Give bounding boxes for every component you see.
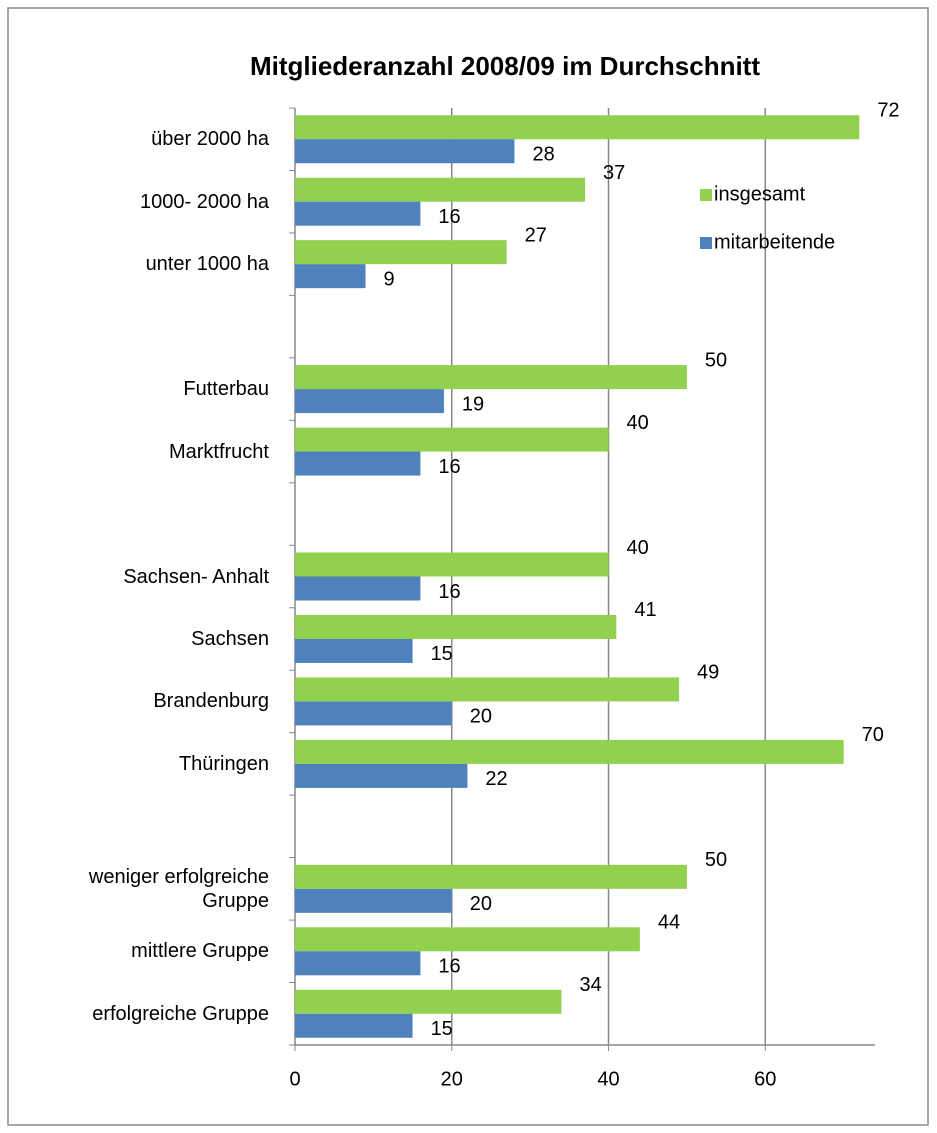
y-tick-label: Thüringen	[178, 752, 269, 775]
bar	[295, 1013, 413, 1038]
bar	[295, 638, 413, 663]
bar	[295, 951, 421, 976]
bar	[295, 427, 609, 452]
y-tick-label: Brandenburg	[153, 690, 269, 713]
bar	[295, 614, 617, 639]
value-label: 40	[627, 537, 649, 559]
value-label: 50	[705, 349, 727, 371]
bar	[295, 763, 468, 788]
value-label: 44	[658, 912, 680, 934]
x-tick-label: 0	[289, 1068, 300, 1090]
value-label: 16	[438, 956, 460, 978]
y-tick-label: weniger erfolgreiche Gruppe	[88, 865, 269, 912]
value-label: 70	[862, 724, 884, 746]
bar	[295, 864, 687, 889]
value-label: 27	[525, 224, 547, 246]
y-tick-label: mittlere Gruppe	[131, 940, 269, 963]
bar	[295, 177, 585, 202]
bar	[295, 989, 562, 1014]
chart-title: Mitgliederanzahl 2008/09 im Durchschnitt	[250, 51, 760, 81]
value-label: 50	[705, 849, 727, 871]
bar	[295, 677, 680, 702]
bar	[295, 739, 844, 764]
bar	[295, 201, 421, 226]
value-label: 20	[470, 893, 492, 915]
value-label: 28	[532, 144, 554, 166]
value-label: 22	[485, 768, 507, 790]
legend-swatch	[700, 237, 712, 249]
x-tick-label: 40	[597, 1068, 619, 1090]
legend-label: insgesamt	[714, 183, 806, 205]
y-tick-label: unter 1000 ha	[145, 253, 269, 276]
bar	[295, 115, 860, 140]
bar	[295, 927, 640, 952]
value-label: 15	[431, 1018, 453, 1040]
value-label: 16	[438, 206, 460, 228]
bar	[295, 365, 687, 390]
y-tick-label: Futterbau	[183, 378, 269, 401]
value-label: 49	[697, 662, 719, 684]
chart-border	[7, 7, 929, 1126]
y-tick-label: über 2000 ha	[151, 128, 269, 151]
value-label: 72	[877, 100, 899, 122]
value-label: 40	[627, 412, 649, 434]
y-tick-label: Sachsen- Anhalt	[123, 565, 269, 588]
value-label: 19	[462, 393, 484, 415]
x-tick-label: 20	[441, 1068, 463, 1090]
value-label: 15	[431, 643, 453, 665]
bar	[295, 139, 515, 164]
legend-label: mitarbeitende	[714, 231, 835, 253]
bar	[295, 264, 366, 289]
value-label: 16	[438, 581, 460, 603]
bar	[295, 240, 507, 265]
y-tick-label: 1000- 2000 ha	[139, 190, 269, 213]
bar	[295, 576, 421, 601]
bar	[295, 451, 421, 476]
value-label: 20	[470, 706, 492, 728]
bar	[295, 701, 452, 726]
value-label: 9	[384, 268, 395, 290]
y-tick-label: erfolgreiche Gruppe	[92, 1002, 269, 1025]
bar	[295, 389, 444, 414]
bar	[295, 888, 452, 913]
bar	[295, 552, 609, 577]
value-label: 16	[438, 456, 460, 478]
x-tick-label: 60	[754, 1068, 776, 1090]
y-tick-label: Marktfrucht	[168, 440, 269, 463]
value-label: 37	[603, 162, 625, 184]
legend-swatch	[700, 189, 712, 201]
value-label: 34	[579, 974, 601, 996]
value-label: 41	[634, 599, 656, 621]
y-tick-label: Sachsen	[191, 627, 269, 650]
